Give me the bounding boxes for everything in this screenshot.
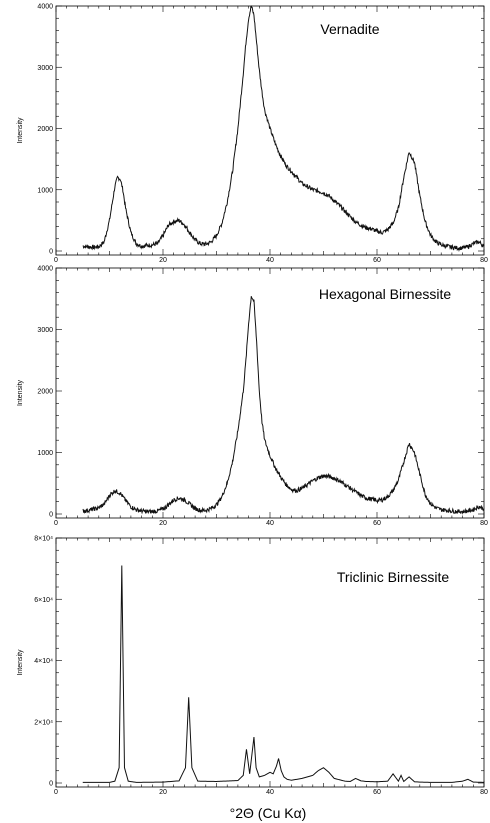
y-tick-label: 0 <box>49 249 53 256</box>
y-axis-label: Intensity <box>17 649 24 676</box>
series-trace <box>82 565 485 783</box>
x-tick-label: 80 <box>480 789 488 796</box>
x-tick-label: 20 <box>159 520 167 527</box>
y-tick-label: 1000 <box>37 187 53 194</box>
y-tick-label: 0 <box>49 512 53 519</box>
y-tick-label: 3000 <box>37 65 53 72</box>
series-trace <box>82 296 485 515</box>
series-trace <box>82 5 485 253</box>
panel-2: 0 20 40 60 80 0 1000 2000 3000 4000 Intensity Hexag… <box>17 266 488 528</box>
chart-panels: 0 20 40 60 8001000200030004000IntensityVerna… <box>17 4 488 797</box>
y-tick-label: 4000 <box>37 266 53 273</box>
x-tick-label: 40 <box>266 257 274 264</box>
y-tick-label: 2000 <box>37 126 53 133</box>
x-tick-label: 60 <box>373 520 381 527</box>
y-tick-label: 8×10⁴ <box>34 536 53 543</box>
x-tick-label: 40 <box>266 789 274 796</box>
x-tick-label: 80 <box>480 257 488 264</box>
y-tick-label: 6×10⁴ <box>34 597 53 604</box>
y-tick-label: 2×10⁴ <box>34 719 53 726</box>
y-tick-label: 2000 <box>37 389 53 396</box>
x-tick-label: 40 <box>266 520 274 527</box>
x-tick-label: 20 <box>159 789 167 796</box>
x-tick-label: 60 <box>373 257 381 264</box>
plot-frame <box>55 267 485 519</box>
x-tick-label: 20 <box>159 257 167 264</box>
y-tick-label: 4×10⁴ <box>34 658 53 665</box>
y-tick-label: 1000 <box>37 450 53 457</box>
x-tick-label: 0 <box>54 789 58 796</box>
x-tick-label: 0 <box>54 520 58 527</box>
panel-1: 0 20 40 60 80 0 1000 2000 3000 4000 Intensity Verna… <box>17 4 488 265</box>
plot-frame <box>55 5 485 256</box>
x-axis-label: °2Θ (Cu Kα) <box>230 805 307 821</box>
x-tick-label: 80 <box>480 520 488 527</box>
y-axis-label: Intensity <box>17 379 24 406</box>
y-tick-label: 3000 <box>37 327 53 334</box>
y-tick-label: 0 <box>49 781 53 788</box>
panel-title: Vernadite <box>320 21 379 37</box>
panel-title: Triclinic Birnessite <box>337 569 449 585</box>
y-tick-label: 4000 <box>37 4 53 11</box>
x-tick-label: 60 <box>373 789 381 796</box>
panel-3: 0 20 40 60 80 0 2×10⁴ 4×10⁴ 6×10⁴ 8×10⁴ Intensity T… <box>17 536 488 797</box>
panel-title: Hexagonal Birnessite <box>319 286 452 302</box>
x-tick-label: 0 <box>54 257 58 264</box>
y-axis-label: Intensity <box>17 117 24 144</box>
